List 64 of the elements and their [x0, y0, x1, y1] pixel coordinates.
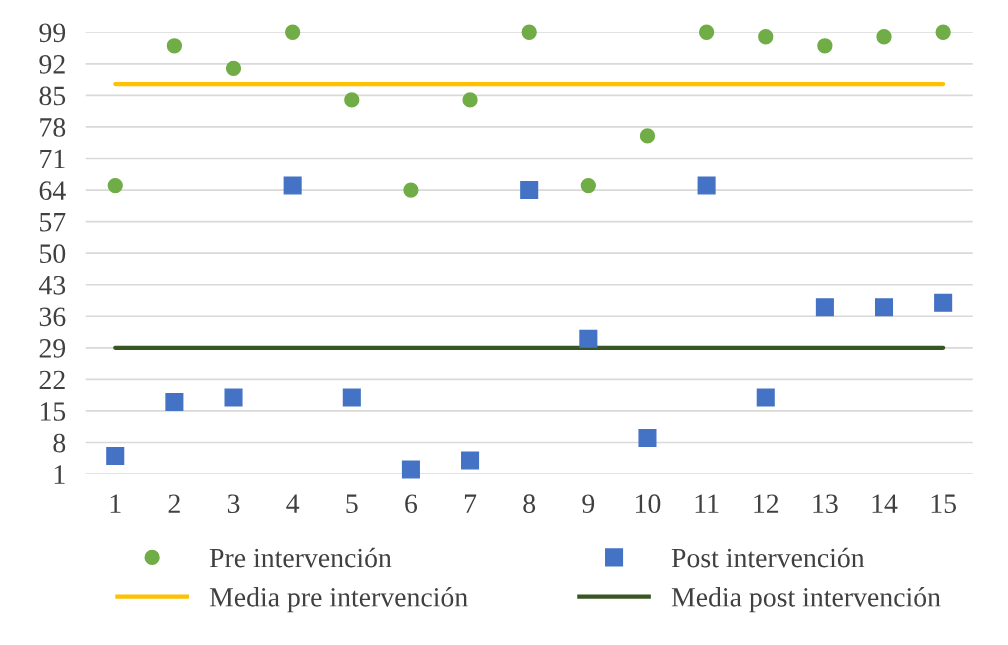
point [935, 24, 951, 40]
point [403, 182, 419, 198]
x-tick-label: 14 [872, 494, 898, 513]
y-tick-label: 64 [39, 181, 66, 200]
y-tick-label: 29 [39, 339, 66, 358]
point [106, 447, 125, 466]
y-tick-label: 36 [39, 307, 66, 327]
point [934, 293, 953, 312]
x-tick-label: 4 [286, 494, 300, 513]
y-tick-label: 43 [39, 275, 66, 295]
x-tick-label: 15 [931, 494, 956, 514]
y-tick-label: 15 [40, 402, 66, 421]
point [401, 460, 420, 479]
point [225, 60, 242, 76]
point [521, 24, 537, 40]
x-tick-label: 6 [405, 494, 418, 514]
point [638, 428, 657, 448]
point [876, 29, 892, 45]
legend-label: Media post intervención [671, 587, 941, 613]
point [462, 92, 478, 108]
point [520, 181, 539, 200]
point [283, 176, 302, 195]
y-tick-label: 71 [40, 149, 65, 169]
point [815, 298, 834, 317]
x-tick-label: 8 [523, 494, 536, 514]
point [342, 388, 361, 407]
point [697, 176, 716, 195]
point [639, 128, 656, 144]
point [224, 388, 243, 407]
y-tick-label: 85 [39, 86, 66, 106]
legend-label: Post intervención [671, 547, 865, 568]
point [758, 29, 774, 45]
x-tick-label: 7 [464, 494, 477, 513]
x-tick-label: 11 [695, 494, 719, 513]
x-tick-label: 10 [636, 494, 661, 514]
point [285, 24, 301, 40]
x-tick-label: 13 [813, 494, 838, 514]
x-tick-label: 12 [754, 494, 779, 513]
x-tick-label: 5 [346, 494, 358, 514]
x-tick-label: 9 [582, 494, 595, 514]
y-tick-label: 1 [54, 465, 65, 484]
point [874, 298, 894, 317]
point [461, 451, 480, 470]
point [165, 392, 184, 411]
y-tick-label: 57 [40, 213, 66, 232]
y-tick-label: 50 [40, 244, 66, 264]
x-tick-label: 2 [168, 494, 180, 513]
point [344, 92, 360, 108]
point [698, 24, 715, 40]
x-tick-label: 1 [110, 494, 121, 513]
y-tick-label: 22 [39, 370, 65, 390]
point [756, 388, 775, 407]
legend-label: Media pre intervención [209, 587, 468, 613]
point [107, 177, 123, 194]
point [580, 177, 596, 194]
y-tick-label: 8 [53, 433, 66, 453]
point [166, 38, 183, 54]
point [579, 329, 598, 348]
y-tick-label: 92 [39, 55, 65, 74]
legend-label: Pre intervención [209, 547, 392, 568]
y-tick-label: 78 [40, 118, 66, 137]
y-tick-label: 99 [39, 23, 66, 43]
point [817, 38, 833, 54]
x-tick-label: 3 [227, 494, 240, 514]
